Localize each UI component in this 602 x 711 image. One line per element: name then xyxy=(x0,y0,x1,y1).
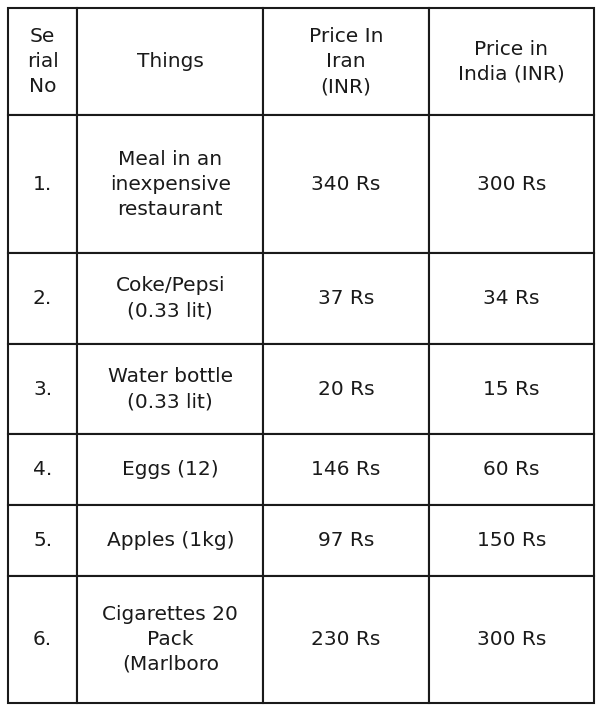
Bar xyxy=(264,343,429,434)
Bar xyxy=(8,115,77,253)
Text: 3.: 3. xyxy=(33,380,52,399)
Text: Meal in an
inexpensive
restaurant: Meal in an inexpensive restaurant xyxy=(110,149,231,218)
Bar xyxy=(264,576,429,703)
Bar xyxy=(77,8,264,115)
Bar xyxy=(8,576,77,703)
Bar xyxy=(77,115,264,253)
Text: 230 Rs: 230 Rs xyxy=(311,630,381,649)
Text: 300 Rs: 300 Rs xyxy=(477,630,546,649)
Bar xyxy=(8,434,77,506)
Bar xyxy=(264,434,429,506)
Bar xyxy=(429,115,594,253)
Text: Se
rial
No: Se rial No xyxy=(26,27,58,96)
Text: 37 Rs: 37 Rs xyxy=(318,289,374,308)
Text: Price in
India (INR): Price in India (INR) xyxy=(458,40,565,83)
Bar xyxy=(264,8,429,115)
Bar xyxy=(429,253,594,343)
Bar xyxy=(77,506,264,576)
Bar xyxy=(77,253,264,343)
Bar xyxy=(429,506,594,576)
Bar xyxy=(429,343,594,434)
Text: Apples (1kg): Apples (1kg) xyxy=(107,531,234,550)
Text: Price In
Iran
(INR): Price In Iran (INR) xyxy=(309,27,383,96)
Bar xyxy=(8,343,77,434)
Text: 6.: 6. xyxy=(33,630,52,649)
Text: 340 Rs: 340 Rs xyxy=(311,174,381,193)
Bar xyxy=(8,253,77,343)
Text: 15 Rs: 15 Rs xyxy=(483,380,539,399)
Bar xyxy=(264,506,429,576)
Bar xyxy=(429,8,594,115)
Text: 4.: 4. xyxy=(33,460,52,479)
Bar xyxy=(77,576,264,703)
Text: 1.: 1. xyxy=(33,174,52,193)
Text: 60 Rs: 60 Rs xyxy=(483,460,539,479)
Bar xyxy=(429,434,594,506)
Text: Water bottle
(0.33 lit): Water bottle (0.33 lit) xyxy=(108,367,233,411)
Text: Coke/Pepsi
(0.33 lit): Coke/Pepsi (0.33 lit) xyxy=(116,277,225,321)
Text: 300 Rs: 300 Rs xyxy=(477,174,546,193)
Bar xyxy=(8,8,77,115)
Bar xyxy=(264,253,429,343)
Text: 34 Rs: 34 Rs xyxy=(483,289,539,308)
Bar xyxy=(264,115,429,253)
Bar xyxy=(429,576,594,703)
Text: 5.: 5. xyxy=(33,531,52,550)
Text: 20 Rs: 20 Rs xyxy=(318,380,374,399)
Bar xyxy=(77,434,264,506)
Text: Cigarettes 20
Pack
(Marlboro: Cigarettes 20 Pack (Marlboro xyxy=(102,605,238,674)
Text: Things: Things xyxy=(137,52,203,71)
Text: 146 Rs: 146 Rs xyxy=(311,460,381,479)
Bar xyxy=(8,506,77,576)
Text: 150 Rs: 150 Rs xyxy=(477,531,546,550)
Bar xyxy=(77,343,264,434)
Text: 2.: 2. xyxy=(33,289,52,308)
Text: Eggs (12): Eggs (12) xyxy=(122,460,219,479)
Text: 97 Rs: 97 Rs xyxy=(318,531,374,550)
